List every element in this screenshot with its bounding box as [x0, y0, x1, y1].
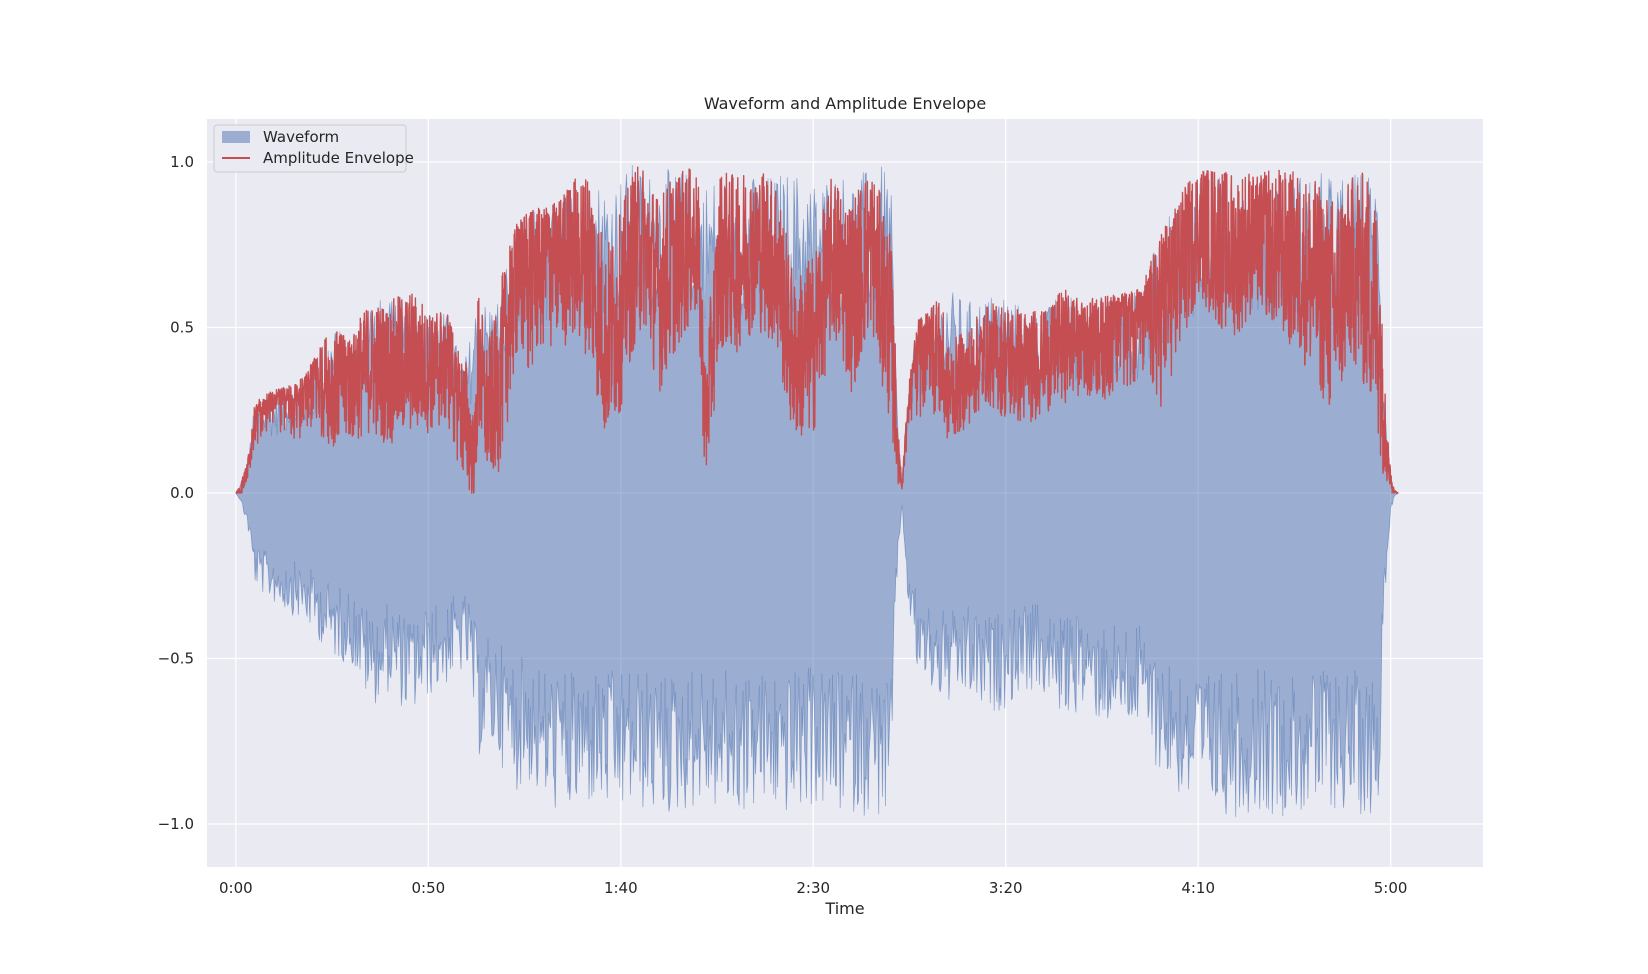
y-tick-label: 0.0 — [170, 484, 194, 502]
x-tick-labels: 0:00 0:50 1:40 2:30 3:20 4:10 5:00 — [219, 879, 1407, 897]
legend-waveform-swatch — [222, 131, 250, 143]
x-tick-label: 3:20 — [989, 879, 1023, 897]
chart-title: Waveform and Amplitude Envelope — [704, 94, 986, 113]
x-axis-label: Time — [824, 899, 864, 918]
y-tick-label: −0.5 — [158, 649, 194, 667]
y-tick-label: 0.5 — [170, 319, 194, 337]
x-tick-label: 4:10 — [1181, 879, 1215, 897]
y-tick-labels: 1.0 0.5 0.0 −0.5 −1.0 — [158, 153, 194, 833]
y-tick-label: 1.0 — [170, 153, 194, 171]
legend: Waveform Amplitude Envelope — [213, 124, 414, 173]
legend-envelope-label: Amplitude Envelope — [263, 149, 414, 167]
envelope-line — [235, 166, 1399, 494]
x-tick-label: 2:30 — [796, 879, 830, 897]
x-tick-label: 0:50 — [411, 879, 445, 897]
legend-waveform-label: Waveform — [263, 128, 339, 146]
legend-frame — [213, 124, 407, 173]
envelope-series — [235, 166, 1399, 494]
x-tick-label: 1:40 — [604, 879, 638, 897]
y-tick-label: −1.0 — [158, 815, 194, 833]
x-tick-label: 0:00 — [219, 879, 253, 897]
x-tick-label: 5:00 — [1374, 879, 1408, 897]
